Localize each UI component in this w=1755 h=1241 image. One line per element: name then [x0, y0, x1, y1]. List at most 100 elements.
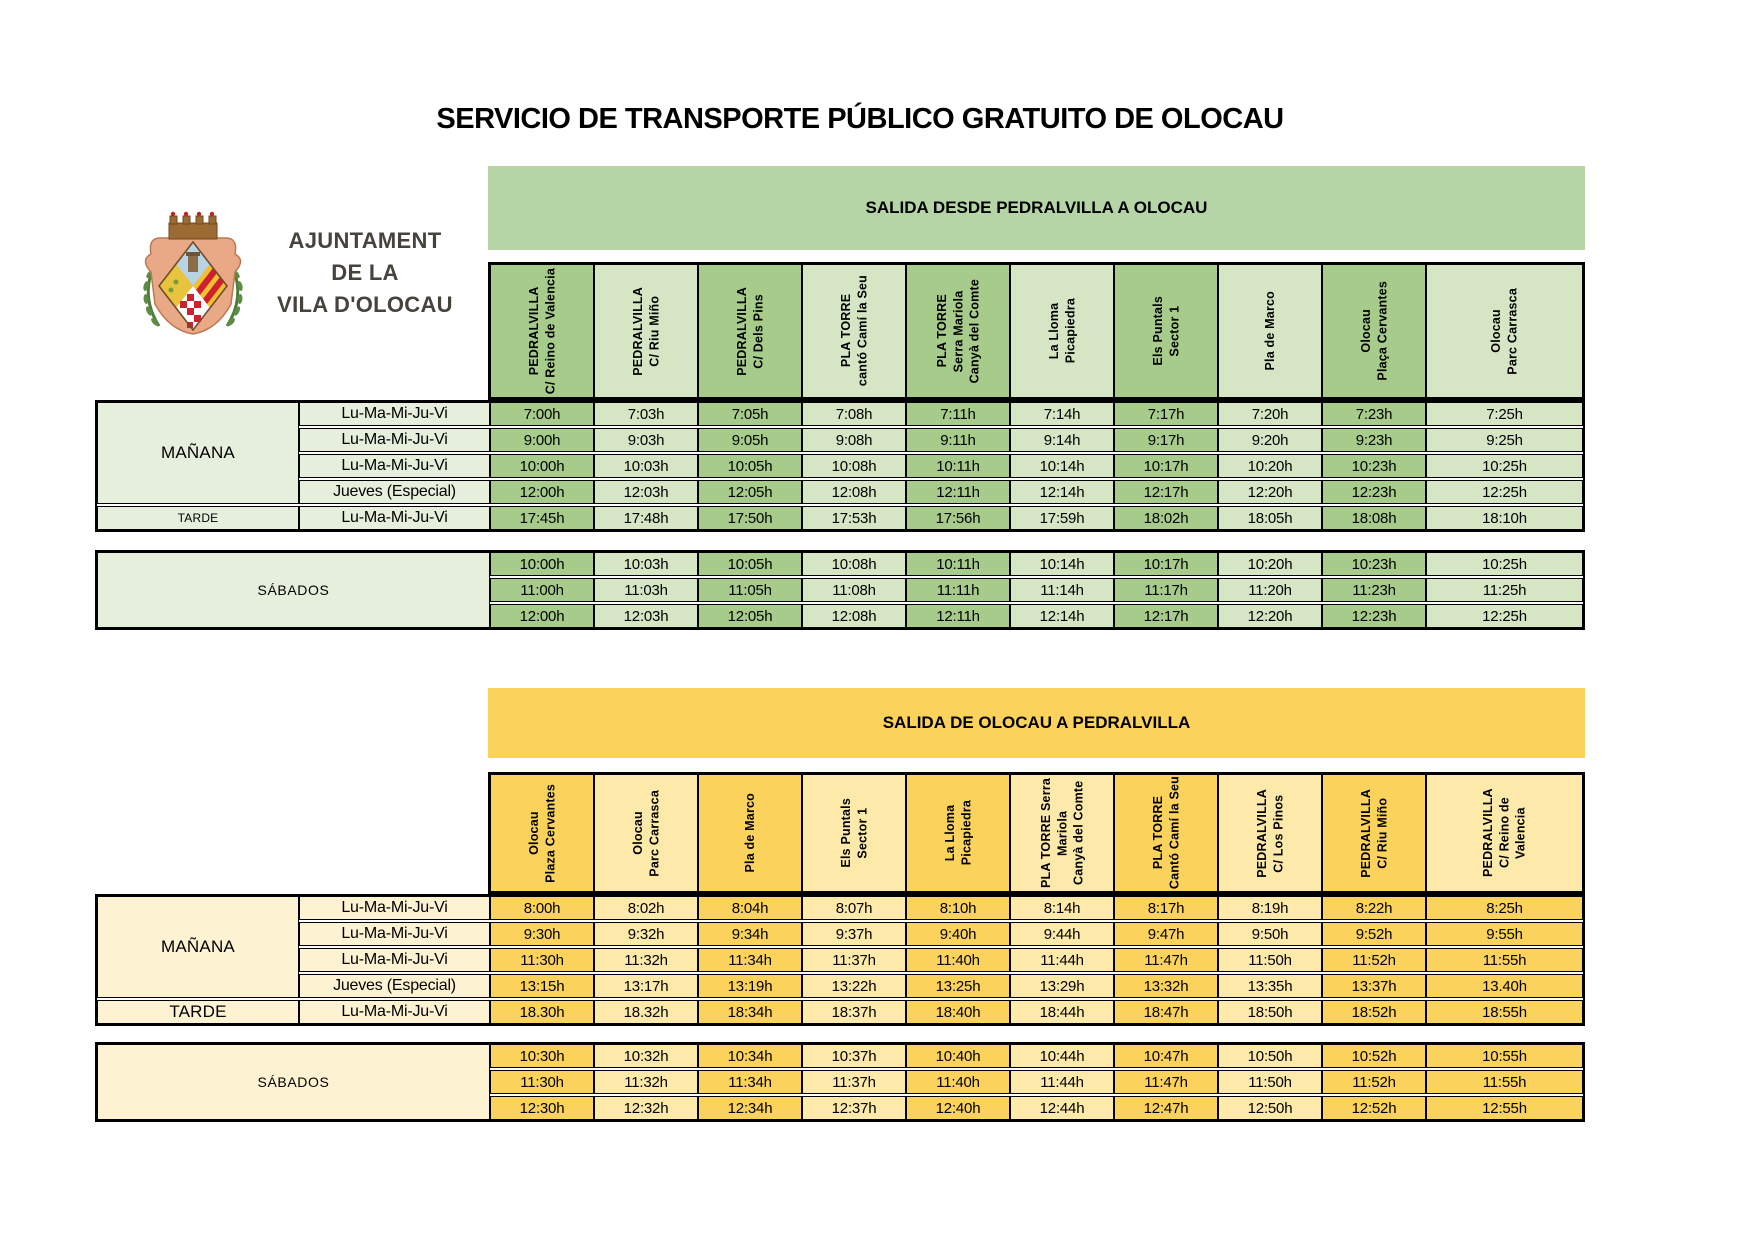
time-cell: 9:37h [802, 922, 906, 946]
time-cell: 10:23h [1322, 454, 1426, 478]
saturday-time-cell: 12:44h [1010, 1096, 1114, 1120]
saturday-time-cell: 10:30h [490, 1044, 594, 1068]
time-cell: 8:02h [594, 896, 698, 920]
route-banner-yellow: SALIDA DE OLOCAU A PEDRALVILLA [488, 688, 1585, 758]
saturday-time-cell: 11:55h [1426, 1070, 1583, 1094]
saturday-time-cell: 10:50h [1218, 1044, 1322, 1068]
saturday-time-cell: 12:08h [802, 604, 906, 628]
column-header-green-4: PLA TORRE cantó Camí la Seu [802, 264, 906, 398]
saturday-time-cell: 11:14h [1010, 578, 1114, 602]
column-header-green-10: Olocau Parc Carrasca [1426, 264, 1583, 398]
time-cell: 10:05h [698, 454, 802, 478]
crest-text-line-3: VILA D'OLOCAU [277, 291, 453, 317]
time-cell: 12:03h [594, 480, 698, 504]
time-cell: 13:37h [1322, 974, 1426, 998]
time-cell: 13:15h [490, 974, 594, 998]
yellow-stop-header-grid: Olocau Plaza Cervantes Olocau Parc Carras… [488, 772, 1585, 894]
saturday-time-cell: 12:37h [802, 1096, 906, 1120]
route-banner-green: SALIDA DESDE PEDRALVILLA A OLOCAU [488, 166, 1585, 250]
municipal-crest-text: AJUNTAMENT DE LA VILA D'OLOCAU [260, 225, 470, 321]
time-cell: 11:52h [1322, 948, 1426, 972]
saturday-time-cell: 12:00h [490, 604, 594, 628]
saturday-time-cell: 12:50h [1218, 1096, 1322, 1120]
time-cell: 13:19h [698, 974, 802, 998]
saturday-time-cell: 10:37h [802, 1044, 906, 1068]
saturday-time-cell: 10:25h [1426, 552, 1583, 576]
time-cell: 17:53h [802, 506, 906, 530]
time-cell: 18:55h [1426, 1000, 1583, 1024]
time-cell: 13:17h [594, 974, 698, 998]
saturday-time-cell: 11:17h [1114, 578, 1218, 602]
municipal-crest: AJUNTAMENT DE LA VILA D'OLOCAU [138, 210, 470, 336]
time-cell: 7:25h [1426, 402, 1583, 426]
time-cell: 9:23h [1322, 428, 1426, 452]
saturday-time-cell: 11:44h [1010, 1070, 1114, 1094]
saturday-time-cell: 11:03h [594, 578, 698, 602]
time-cell: 11:50h [1218, 948, 1322, 972]
saturday-time-cell: 10:40h [906, 1044, 1010, 1068]
column-header-green-2: PEDRALVILLA C/ Riu Miño [594, 264, 698, 398]
saturday-time-cell: 12:11h [906, 604, 1010, 628]
stop-name-label: PEDRALVILLA C/ Reino de Valencia [1481, 788, 1528, 878]
time-cell: 11:37h [802, 948, 906, 972]
green-timetable-grid: MAÑANA Lu-Ma-Mi-Ju-Vi 7:00h 7:03h 7:05h 7:08h… [95, 400, 1585, 532]
time-cell: 8:22h [1322, 896, 1426, 920]
time-cell: 7:05h [698, 402, 802, 426]
time-cell: 8:07h [802, 896, 906, 920]
column-header-yellow-3: Pla de Marco [698, 774, 802, 892]
stop-name-label: La Lloma Picapiedra [1046, 298, 1077, 364]
time-cell: 8:17h [1114, 896, 1218, 920]
saturday-time-cell: 12:30h [490, 1096, 594, 1120]
time-cell: 13:25h [906, 974, 1010, 998]
saturday-time-cell: 10:55h [1426, 1044, 1583, 1068]
time-cell: 12:20h [1218, 480, 1322, 504]
time-cell: 9:14h [1010, 428, 1114, 452]
time-cell: 11:55h [1426, 948, 1583, 972]
column-header-green-6: La Lloma Picapiedra [1010, 264, 1114, 398]
time-cell: 7:23h [1322, 402, 1426, 426]
column-header-green-9: Olocau Plaça Cervantes [1322, 264, 1426, 398]
time-cell: 10:20h [1218, 454, 1322, 478]
time-cell: 12:11h [906, 480, 1010, 504]
column-header-yellow-6: PLA TORRE Serra Mariola Canyà del Comte [1010, 774, 1114, 892]
stop-name-label: La Lloma Picapiedra [942, 800, 973, 866]
time-cell: 8:14h [1010, 896, 1114, 920]
saturday-time-cell: 12:40h [906, 1096, 1010, 1120]
time-cell: 18:08h [1322, 506, 1426, 530]
stop-name-label: PEDRALVILLA C/ Dels Pins [734, 286, 765, 376]
saturday-label-cell: SÁBADOS [97, 552, 490, 628]
saturday-time-cell: 12:25h [1426, 604, 1583, 628]
stop-name-label: PEDRALVILLA C/ Riu Miño [1358, 788, 1389, 878]
days-cell: Lu-Ma-Mi-Ju-Vi [299, 948, 490, 972]
days-cell: Lu-Ma-Mi-Ju-Vi [299, 506, 490, 530]
municipal-crest-icon [143, 211, 243, 335]
time-cell: 9:52h [1322, 922, 1426, 946]
time-cell: 13:32h [1114, 974, 1218, 998]
time-cell: 17:56h [906, 506, 1010, 530]
time-cell: 13:35h [1218, 974, 1322, 998]
saturday-time-cell: 11:32h [594, 1070, 698, 1094]
saturday-time-cell: 11:37h [802, 1070, 906, 1094]
saturday-time-cell: 10:17h [1114, 552, 1218, 576]
time-cell: 7:11h [906, 402, 1010, 426]
saturday-time-cell: 10:08h [802, 552, 906, 576]
time-cell: 11:44h [1010, 948, 1114, 972]
time-cell: 8:10h [906, 896, 1010, 920]
time-cell: 18:05h [1218, 506, 1322, 530]
saturday-time-cell: 12:23h [1322, 604, 1426, 628]
time-cell: 17:45h [490, 506, 594, 530]
time-cell: 10:25h [1426, 454, 1583, 478]
column-header-green-7: Els Puntals Sector 1 [1114, 264, 1218, 398]
time-cell: 18:40h [906, 1000, 1010, 1024]
time-cell: 17:50h [698, 506, 802, 530]
time-cell: 13:22h [802, 974, 906, 998]
saturday-time-cell: 11:11h [906, 578, 1010, 602]
column-header-yellow-9: PEDRALVILLA C/ Riu Miño [1322, 774, 1426, 892]
saturday-time-cell: 12:05h [698, 604, 802, 628]
stop-name-label: Olocau Parc Carrasca [1489, 287, 1520, 375]
time-cell: 18:50h [1218, 1000, 1322, 1024]
saturday-time-cell: 12:20h [1218, 604, 1322, 628]
saturday-time-cell: 10:52h [1322, 1044, 1426, 1068]
yellow-saturday-grid: SÁBADOS 10:30h 10:32h 10:34h 10:37h 10:40h 10:… [95, 1042, 1585, 1122]
time-cell: 12:23h [1322, 480, 1426, 504]
